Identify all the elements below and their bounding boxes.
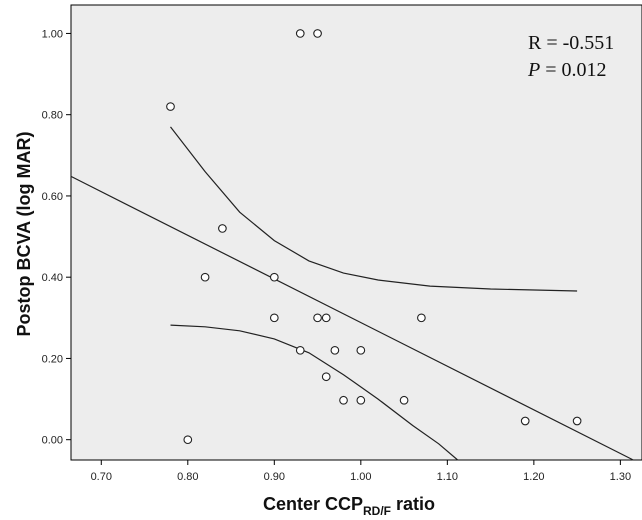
data-point <box>313 313 322 323</box>
data-point <box>417 313 426 323</box>
x-axis-title: Center CCPRD/F ratio <box>263 494 435 518</box>
fit-curves <box>70 126 634 461</box>
y-axis-title: Postop BCVA (log MAR) <box>14 132 34 337</box>
data-point <box>330 345 340 355</box>
data-point <box>269 272 279 282</box>
x-axis-ticks: 0.70 0.80 0.90 1.00 1.10 1.20 1.30 <box>91 460 631 483</box>
y-tick-label: 0.20 <box>42 353 63 365</box>
data-point <box>399 395 409 405</box>
y-tick-label: 0.00 <box>42 435 63 447</box>
x-tick-label: 0.90 <box>264 471 285 483</box>
y-axis-ticks: 0.00 0.20 0.40 0.60 0.80 1.00 <box>42 28 71 447</box>
data-point <box>313 29 322 38</box>
data-point <box>183 435 193 445</box>
x-tick-label: 1.20 <box>523 471 544 483</box>
x-tick-label: 0.80 <box>177 471 198 483</box>
data-point <box>356 395 366 405</box>
confidence-lower-curve <box>170 324 459 461</box>
confidence-upper-curve <box>170 126 578 292</box>
r-annotation: R = -0.551 <box>528 32 614 54</box>
x-tick-label: 1.10 <box>437 471 458 483</box>
x-tick-label: 0.70 <box>91 471 112 483</box>
data-point <box>295 29 305 38</box>
data-point <box>572 416 582 426</box>
data-point <box>295 345 305 355</box>
data-point <box>166 102 175 111</box>
y-tick-label: 1.00 <box>42 28 63 40</box>
data-point <box>520 416 530 426</box>
y-tick-label: 0.40 <box>42 272 63 284</box>
x-tick-label: 1.00 <box>350 471 371 483</box>
data-point <box>356 345 366 355</box>
data-point <box>321 372 331 382</box>
y-tick-label: 0.80 <box>42 110 63 122</box>
y-tick-label: 0.60 <box>42 191 63 203</box>
data-point <box>339 395 348 405</box>
data-points <box>166 29 582 445</box>
data-point <box>200 272 210 282</box>
regression-line <box>70 175 634 461</box>
x-tick-label: 1.30 <box>610 471 631 483</box>
p-annotation: P = 0.012 <box>527 59 607 81</box>
data-point <box>269 313 279 323</box>
data-point <box>218 224 227 233</box>
data-point <box>321 313 331 323</box>
